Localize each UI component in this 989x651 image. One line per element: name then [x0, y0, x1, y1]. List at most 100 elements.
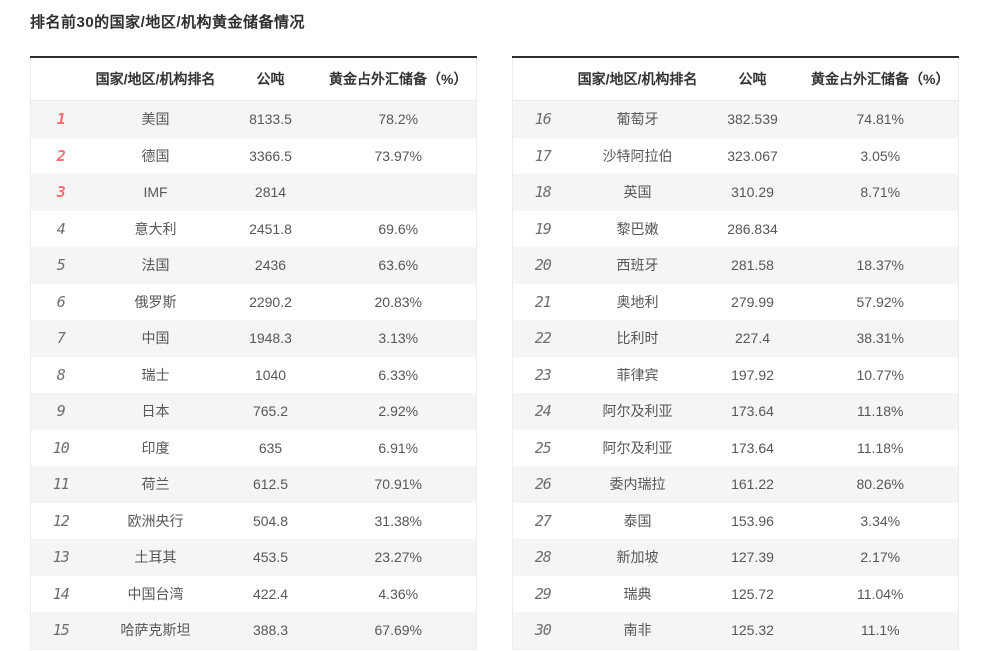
gold-fx-pct-cell: 63.6% [378, 257, 419, 274]
table-body-ranks-1-15: 1 美国 8133.5 78.2% 2 德国 3366.5 73.97% 3 I… [30, 100, 477, 649]
table-row: 27 泰国 153.96 3.34% [513, 503, 959, 540]
rank-cell: 22 [534, 329, 552, 348]
table-row: 19 黎巴嫩 286.834 [513, 211, 959, 248]
tons-cell: 279.99 [731, 293, 774, 310]
table-row: 16 葡萄牙 382.539 74.81% [512, 100, 959, 138]
country-cell: 沙特阿拉伯 [602, 147, 673, 164]
gold-fx-pct-cell: 3.13% [378, 330, 419, 347]
tons-cell: 422.4 [252, 585, 289, 602]
gold-fx-pct-cell: 11.04% [857, 585, 904, 602]
col-header-country: 国家/地区/机构排名 [572, 57, 703, 101]
country-cell: IMF [143, 184, 168, 201]
tons-cell: 3366.5 [249, 147, 292, 164]
country-cell: 委内瑞拉 [609, 476, 666, 493]
rank-cell: 8 [56, 365, 66, 384]
gold-fx-pct-cell: 10.77% [856, 366, 904, 383]
rank-cell: 7 [56, 329, 66, 348]
table-row: 6 俄罗斯 2290.2 20.83% [31, 284, 477, 321]
rank-cell: 5 [56, 256, 66, 275]
tons-cell: 161.22 [731, 476, 774, 493]
gold-fx-pct-cell [321, 174, 477, 211]
tons-cell: 197.92 [731, 366, 774, 383]
col-header-rank [30, 57, 91, 101]
gold-fx-pct-cell: 11.1% [860, 622, 900, 639]
col-header-tons: 公吨 [220, 57, 321, 101]
country-cell: 欧洲央行 [127, 512, 184, 529]
rank-cell: 16 [534, 110, 552, 129]
table-row: 26 委内瑞拉 161.22 80.26% [512, 466, 959, 503]
country-cell: 俄罗斯 [134, 293, 177, 310]
tons-cell: 765.2 [252, 403, 289, 420]
gold-fx-pct-cell: 4.36% [378, 585, 419, 602]
country-cell: 瑞典 [623, 585, 652, 602]
table-row: 24 阿尔及利亚 173.64 11.18% [512, 393, 959, 430]
tons-cell: 635 [258, 439, 283, 456]
col-header-rank [512, 57, 573, 101]
gold-fx-pct-cell: 2.17% [860, 549, 901, 566]
rank-cell: 24 [534, 402, 552, 421]
country-cell: 西班牙 [616, 257, 659, 274]
table-row: 4 意大利 2451.8 69.6% [31, 211, 477, 248]
gold-fx-pct-cell: 2.92% [378, 403, 419, 420]
rank-cell: 14 [52, 584, 70, 603]
table-row: 10 印度 635 6.91% [31, 430, 477, 467]
rank-cell: 28 [534, 548, 552, 567]
rank-cell: 17 [534, 146, 552, 165]
rank-cell: 12 [52, 511, 70, 530]
tons-cell: 2814 [254, 184, 287, 201]
country-cell: 阿尔及利亚 [602, 439, 673, 456]
country-cell: 美国 [141, 111, 170, 128]
table-row: 2 德国 3366.5 73.97% [31, 138, 477, 175]
country-cell: 日本 [141, 403, 170, 420]
rank-cell: 1 [56, 110, 66, 129]
gold-fx-pct-cell: 80.26% [856, 476, 904, 493]
country-cell: 新加坡 [616, 549, 659, 566]
tons-cell: 2451.8 [249, 220, 292, 237]
table-row: 8 瑞士 1040 6.33% [31, 357, 477, 394]
table-row: 13 土耳其 453.5 23.27% [30, 539, 477, 576]
rank-cell: 27 [534, 511, 552, 530]
tons-cell: 127.39 [731, 549, 774, 566]
country-cell: 泰国 [623, 512, 652, 529]
tons-cell: 1040 [254, 366, 287, 383]
rank-cell: 18 [534, 183, 552, 202]
table-row: 17 沙特阿拉伯 323.067 3.05% [513, 138, 959, 175]
rank-cell: 3 [56, 183, 66, 202]
table-row: 9 日本 765.2 2.92% [30, 393, 477, 430]
col-header-gold-fx-pct: 黄金占外汇储备（%） [320, 57, 477, 101]
table-row: 23 菲律宾 197.92 10.77% [513, 357, 959, 394]
tons-cell: 281.58 [731, 257, 774, 274]
rank-cell: 26 [534, 475, 552, 494]
gold-fx-pct-cell: 3.05% [860, 147, 901, 164]
gold-fx-pct-cell: 6.91% [378, 439, 419, 456]
gold-reserves-table-ranks-16-30: 国家/地区/机构排名 公吨 黄金占外汇储备（%） 16 葡萄牙 382.539 … [512, 56, 959, 650]
country-cell: 哈萨克斯坦 [120, 622, 191, 639]
gold-fx-pct-cell: 70.91% [374, 476, 422, 493]
country-cell: 黎巴嫩 [616, 220, 659, 237]
rank-cell: 2 [56, 146, 66, 165]
tons-cell: 153.96 [731, 512, 774, 529]
gold-fx-pct-cell: 23.27% [374, 549, 422, 566]
table-row: 29 瑞典 125.72 11.04% [513, 576, 959, 613]
table-row: 18 英国 310.29 8.71% [512, 174, 959, 211]
gold-fx-pct-cell: 3.34% [860, 512, 901, 529]
tons-cell: 227.4 [734, 330, 771, 347]
table-row: 21 奥地利 279.99 57.92% [513, 284, 959, 321]
rank-cell: 21 [534, 292, 552, 311]
gold-fx-pct-cell: 11.18% [857, 403, 904, 420]
tons-cell: 1948.3 [249, 330, 292, 347]
tons-cell: 388.3 [252, 622, 289, 639]
gold-fx-pct-cell: 20.83% [374, 293, 422, 310]
table-row: 7 中国 1948.3 3.13% [30, 320, 477, 357]
country-cell: 法国 [141, 257, 170, 274]
tons-cell: 2436 [254, 257, 287, 274]
country-cell: 德国 [141, 147, 170, 164]
col-header-gold-fx-pct: 黄金占外汇储备（%） [802, 57, 959, 101]
country-cell: 印度 [141, 439, 170, 456]
country-cell: 中国台湾 [127, 585, 184, 602]
gold-fx-pct-cell [803, 211, 959, 248]
table-row: 14 中国台湾 422.4 4.36% [31, 576, 477, 613]
tons-cell: 8133.5 [249, 111, 292, 128]
country-cell: 英国 [623, 184, 652, 201]
